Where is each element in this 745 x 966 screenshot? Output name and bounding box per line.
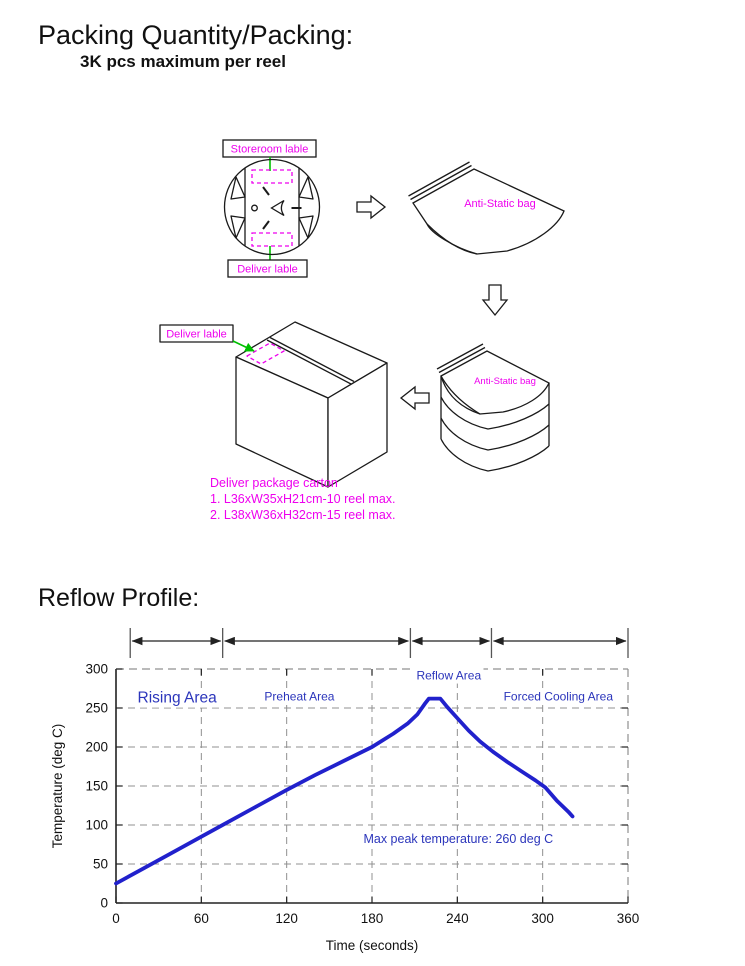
bag-label: Anti-Static bag [464, 198, 536, 210]
x-tick-label: 0 [112, 911, 120, 926]
annotation-bg [361, 830, 556, 847]
bag-stack-label: Anti-Static bag [474, 376, 536, 387]
carton-label-slot [246, 342, 285, 365]
y-tick-label: 50 [93, 857, 108, 872]
annotation-bg [414, 667, 484, 684]
arrow-down-icon [481, 284, 509, 317]
deliver-carton [159, 321, 388, 488]
carton-caption-line: Deliver package carton [210, 476, 338, 490]
packing-figure: Storeroom lable Deliver lable Anti-Stati… [159, 139, 565, 522]
x-axis-title: Time (seconds) [326, 938, 419, 953]
x-tick-label: 360 [617, 911, 640, 926]
annotation-label: Reflow Area [416, 669, 481, 683]
annotation-label: Max peak temperature: 260 deg C [363, 832, 553, 846]
annotation-bg [135, 688, 220, 708]
reel-hub [251, 186, 302, 230]
storeroom-label: Storeroom lable [231, 144, 309, 156]
carton-tape [266, 339, 352, 385]
y-tick-label: 100 [85, 818, 108, 833]
anti-static-bag-stack [436, 343, 550, 472]
y-tick-label: 300 [85, 662, 108, 677]
annotations: Rising Area Preheat Area Reflow Area Forced… [135, 667, 616, 847]
reel-wedge-cutouts [230, 176, 314, 239]
y-tick-label: 0 [100, 896, 108, 911]
y-tick-label: 250 [85, 701, 108, 716]
carton-deliver-label: Deliver lable [166, 329, 227, 341]
reel-deliver-label: Deliver lable [237, 264, 298, 276]
y-axis-title: Temperature (deg C) [50, 724, 65, 849]
area-dimension-arrows [129, 628, 629, 658]
annotation-label: Rising Area [138, 690, 218, 707]
annotation-bg [501, 688, 616, 705]
carton-caption-line: 1. L36xW35xH21cm-10 reel max. [210, 492, 396, 506]
deliver-label-box [227, 259, 308, 278]
x-tick-label: 300 [531, 911, 554, 926]
annotation-label: Preheat Area [264, 690, 334, 704]
reflow-title: Reflow Profile: [38, 584, 200, 612]
packing-subtitle: 3K pcs maximum per reel [80, 52, 286, 71]
reflow-profile-chart: Time (seconds) Temperature (deg C) 0 60 12… [50, 628, 639, 953]
reel-outline [223, 158, 321, 256]
carton-right-face [327, 362, 388, 488]
leader-line [232, 340, 255, 352]
arrow-right-icon [356, 194, 387, 220]
annotation-label: Forced Cooling Area [504, 690, 614, 704]
carton-caption-line: 2. L38xW36xH32cm-15 reel max. [210, 508, 396, 522]
tick-labels: 0 60 120 180 240 300 360 0 50 100 150 200 250 300 [85, 662, 639, 927]
carton-tape [269, 336, 355, 383]
reel-label-slot-bottom [251, 232, 293, 247]
carton-caption: Deliver package carton 1. L36xW35xH21cm-… [210, 476, 396, 522]
annotation-bg [262, 688, 337, 705]
reel-label-slot-top [251, 169, 293, 184]
x-tick-label: 60 [194, 911, 209, 926]
y-tick-label: 200 [85, 740, 108, 755]
arrow-left-icon [399, 385, 430, 411]
reflow-temperature-curve [114, 696, 575, 886]
y-tick-label: 150 [85, 779, 108, 794]
x-tick-label: 120 [275, 911, 298, 926]
axis-ticks [115, 668, 629, 904]
packing-title: Packing Quantity/Packing: [38, 20, 354, 50]
x-tick-label: 240 [446, 911, 469, 926]
x-tick-label: 180 [361, 911, 384, 926]
reel-diagram [222, 139, 321, 278]
anti-static-bag [408, 161, 565, 255]
carton-deliver-label-box [159, 324, 234, 343]
